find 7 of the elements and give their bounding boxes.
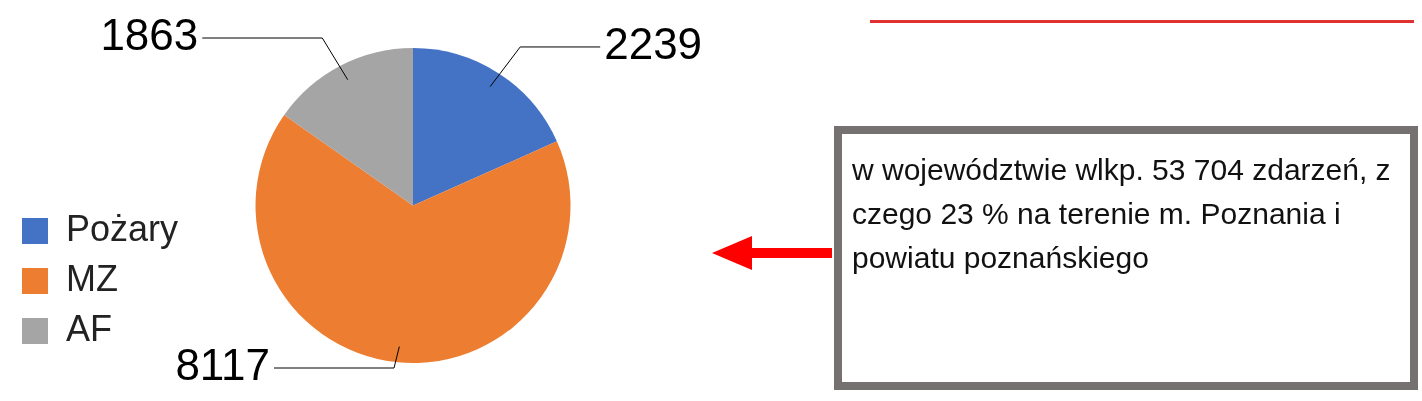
data-label: 2239 — [604, 19, 703, 69]
text: w województwie wlkp. 53 704 zdarzeń, z czego 23 % na terenie m. Poznania i powiatu poznańskiego — [834, 126, 1418, 390]
data-label: 1863 — [100, 10, 199, 60]
legend-label: MZ — [66, 257, 118, 299]
legend-label: Pożary — [66, 207, 179, 249]
data-label: 8117 — [175, 340, 271, 390]
legend-label: AF — [66, 307, 113, 349]
